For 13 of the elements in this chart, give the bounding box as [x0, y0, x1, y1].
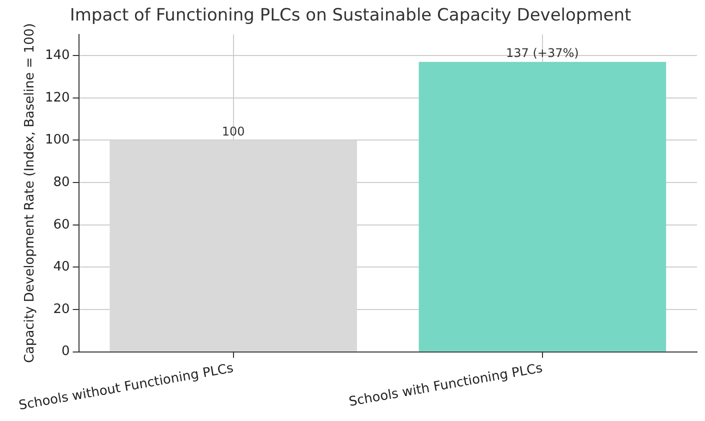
data-label: 137 (+37%) — [506, 46, 579, 60]
y-tick-label: 140 — [44, 48, 70, 63]
data-label: 100 — [222, 124, 245, 138]
y-tick-label: 0 — [61, 344, 70, 360]
y-tick-label: 20 — [53, 302, 70, 317]
chart-title: Impact of Functioning PLCs on Sustainable Capacity Development — [70, 6, 632, 26]
y-axis-title: Capacity Development Rate (Index, Baseline = 100) — [22, 23, 38, 364]
y-tick-label: 60 — [53, 217, 70, 232]
y-tick-label: 40 — [53, 260, 70, 275]
y-tick-label: 120 — [44, 90, 70, 106]
x-tick-label: Schools with Functioning PLCs — [348, 361, 544, 410]
y-tick-label: 80 — [53, 174, 70, 190]
y-tick-label: 100 — [44, 132, 70, 148]
